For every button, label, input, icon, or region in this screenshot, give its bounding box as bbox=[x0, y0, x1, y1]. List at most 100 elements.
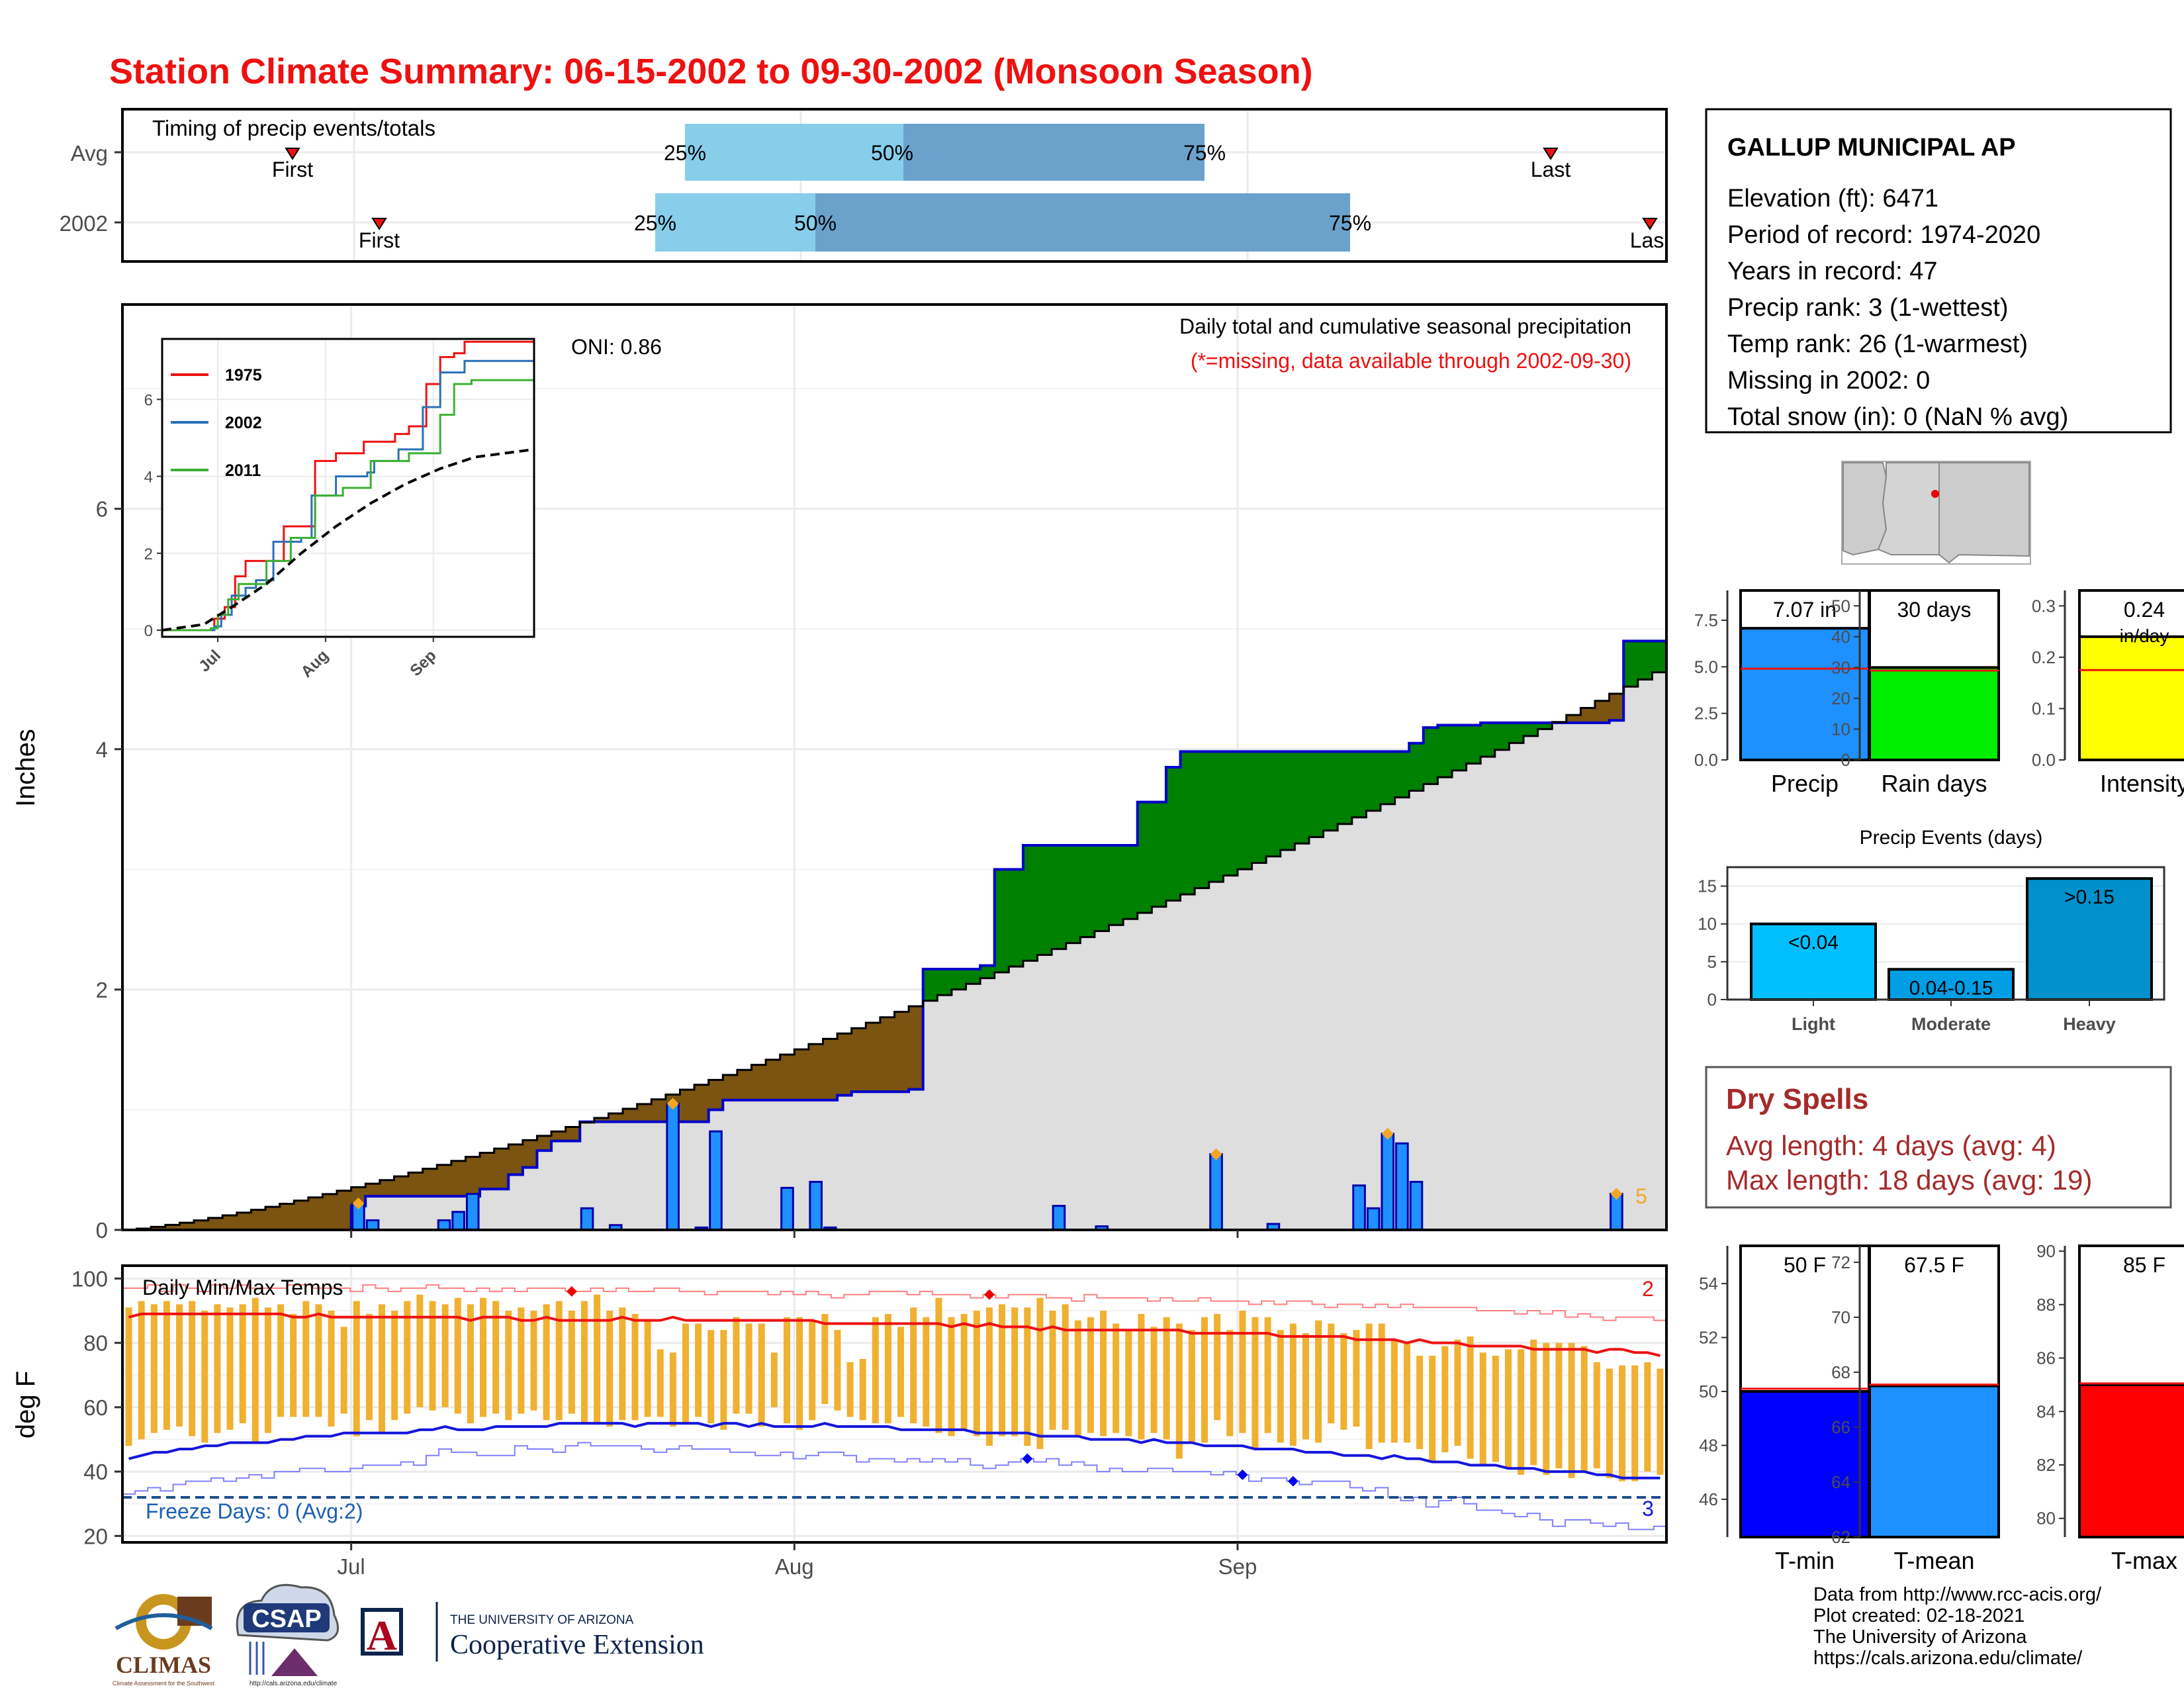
summary-bar bbox=[1739, 1390, 1870, 1538]
legend-label: 1975 bbox=[225, 366, 262, 385]
mini-y-tick-label: 10 bbox=[1831, 719, 1850, 739]
daily-temp-bar bbox=[492, 1301, 500, 1414]
ua-a-icon: A bbox=[367, 1612, 397, 1659]
deficit-area bbox=[623, 1108, 638, 1122]
x-tick-label: Aug bbox=[775, 1554, 814, 1579]
heavy-event-marker bbox=[1610, 1188, 1623, 1200]
surplus-area bbox=[1523, 722, 1539, 736]
daily-temp-bar bbox=[606, 1311, 614, 1427]
deficit-area bbox=[880, 1017, 895, 1092]
daily-temp-bar bbox=[1429, 1356, 1436, 1462]
deficit-area bbox=[365, 1184, 381, 1197]
surplus-area bbox=[1123, 845, 1138, 919]
daily-temp-bar bbox=[580, 1301, 588, 1424]
surplus-area bbox=[1409, 743, 1424, 791]
mini-y-tick-label: 64 bbox=[1831, 1472, 1850, 1492]
legend-label: 2011 bbox=[225, 461, 261, 480]
precip-events-title: Precip Events (days) bbox=[1860, 827, 2043, 849]
first-marker-icon bbox=[371, 218, 387, 230]
deficit-area bbox=[751, 1064, 766, 1100]
mini-y-tick-label: 48 bbox=[1699, 1435, 1718, 1455]
deficit-area bbox=[851, 1028, 866, 1092]
p50-label: 50% bbox=[871, 141, 913, 165]
daily-temp-bar bbox=[328, 1311, 335, 1427]
surplus-area bbox=[1094, 845, 1110, 931]
x-tick-label: Jul bbox=[338, 1554, 365, 1579]
deficit-area bbox=[794, 1049, 809, 1100]
summary-category-label: Rain days bbox=[1881, 770, 1987, 797]
mini-y-tick-label: 7.5 bbox=[1694, 610, 1718, 630]
daily-temp-bar bbox=[543, 1304, 550, 1421]
record-high-line bbox=[122, 1284, 1666, 1321]
deficit-area bbox=[251, 1209, 266, 1230]
surplus-area bbox=[1023, 845, 1038, 961]
record-high-marker bbox=[566, 1286, 577, 1297]
mini-y-tick-label: 20 bbox=[1831, 688, 1850, 708]
daily-temp-bar bbox=[758, 1323, 765, 1427]
deficit-area bbox=[308, 1197, 324, 1230]
daily-temp-bar bbox=[1365, 1323, 1373, 1450]
y-tick-label: 100 bbox=[71, 1266, 108, 1291]
daily-temp-bar bbox=[631, 1313, 639, 1421]
y-tick-label: 0 bbox=[96, 1218, 108, 1243]
daily-precip-bar bbox=[465, 1193, 480, 1231]
events-category-label: Moderate bbox=[1911, 1014, 1991, 1034]
daily-temp-bar bbox=[1416, 1356, 1424, 1450]
daily-temp-bar bbox=[897, 1327, 905, 1417]
mini-y-tick-label: 0.0 bbox=[1694, 750, 1718, 770]
record-high-count: 2 bbox=[1642, 1277, 1654, 1301]
record-low-marker bbox=[1237, 1469, 1248, 1480]
timing-title: Timing of precip events/totals bbox=[152, 116, 435, 140]
deficit-area bbox=[394, 1176, 409, 1197]
deficit-area bbox=[537, 1135, 552, 1151]
oni-label: ONI: 0.86 bbox=[571, 335, 662, 359]
deficit-area bbox=[379, 1180, 395, 1197]
daily-temp-bar bbox=[1492, 1356, 1499, 1462]
daily-precip-bar bbox=[780, 1186, 794, 1231]
y-tick-label: 40 bbox=[83, 1460, 108, 1484]
climatology-area bbox=[122, 672, 1666, 1230]
ua-small-text: THE UNIVERSITY OF ARIZONA bbox=[450, 1613, 634, 1627]
surplus-area bbox=[1251, 751, 1267, 863]
daily-temp-bar bbox=[1163, 1317, 1170, 1440]
precip-chart-subtitle: (*=missing, data available through 2002-… bbox=[1191, 349, 1631, 373]
y-axis-label: deg F bbox=[11, 1371, 40, 1438]
deficit-area bbox=[1594, 700, 1610, 723]
legend-label: 2002 bbox=[225, 414, 262, 432]
daily-temp-bar bbox=[923, 1317, 930, 1427]
daily-temp-bar bbox=[1214, 1313, 1221, 1421]
daily-temp-bar bbox=[1543, 1342, 1550, 1475]
mini-y-tick-label: 68 bbox=[1831, 1362, 1850, 1382]
surplus-area bbox=[1137, 802, 1152, 914]
surplus-area bbox=[1537, 722, 1553, 729]
daily-temp-bar bbox=[796, 1317, 803, 1430]
daily-temp-bar bbox=[1113, 1323, 1120, 1433]
daily-temp-bar bbox=[770, 1352, 778, 1407]
record-low-marker bbox=[1287, 1476, 1298, 1487]
daily-temp-bar bbox=[1644, 1362, 1651, 1472]
footer-credits: Data from http://www.rcc-acis.org/ Plot … bbox=[1813, 1584, 2102, 1669]
daily-temp-bar bbox=[1504, 1349, 1512, 1469]
events-category-label: Light bbox=[1792, 1014, 1835, 1034]
daily-temp-bar bbox=[530, 1311, 537, 1411]
cumulative-precip-chart: 0 2 4 6 Daily total and cumulative seasonal… bbox=[11, 303, 1668, 1243]
surplus-area bbox=[1466, 725, 1481, 764]
surplus-area bbox=[1338, 751, 1353, 824]
record-low-marker bbox=[1022, 1453, 1033, 1464]
daily-temp-bar bbox=[315, 1304, 322, 1417]
climas-wordmark: CLIMAS bbox=[116, 1652, 211, 1678]
summary-unit-label: in/day bbox=[2120, 626, 2169, 646]
daily-temp-bar bbox=[568, 1311, 575, 1414]
daily-temp-bar bbox=[846, 1362, 854, 1417]
daily-temp-bar bbox=[1188, 1330, 1195, 1443]
daily-temp-bar bbox=[644, 1320, 651, 1417]
x-tick-label: Sep bbox=[1218, 1554, 1257, 1579]
y2002-50-75-bar bbox=[815, 193, 1350, 252]
daily-temp-bar bbox=[707, 1330, 715, 1424]
daily-temp-bar bbox=[1302, 1333, 1309, 1440]
daily-temp-bar bbox=[1390, 1339, 1398, 1443]
summary-bar bbox=[1739, 627, 1870, 761]
inset-y-tick-label: 0 bbox=[144, 622, 153, 640]
surplus-area bbox=[937, 969, 952, 996]
daily-temp-bar bbox=[1100, 1311, 1107, 1436]
